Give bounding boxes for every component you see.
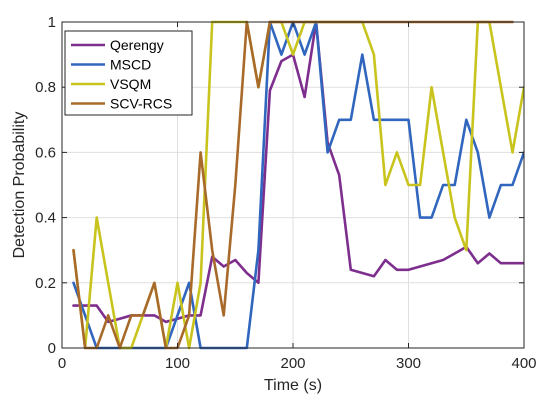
tick-labels: 0 100 200 300 400 0 0.2 0.4 0.6 0.8 1: [35, 14, 536, 372]
x-tick-label: 100: [165, 355, 190, 372]
y-axis-label: Detection Probability: [11, 112, 28, 259]
x-tick-label: 400: [511, 355, 536, 372]
y-tick-label: 0.4: [35, 210, 56, 227]
axis-ticks: [61, 21, 525, 349]
x-tick-label: 200: [280, 355, 305, 372]
legend-label-mscd: MSCD: [110, 57, 151, 73]
x-tick-label: 0: [58, 355, 66, 372]
x-axis-label: Time (s): [264, 377, 322, 394]
y-tick-label: 0.8: [35, 79, 56, 96]
x-tick-label: 300: [396, 355, 421, 372]
y-tick-label: 1: [48, 14, 56, 31]
y-tick-label: 0: [48, 340, 56, 357]
legend-label-vsqm: VSQM: [110, 76, 151, 92]
legend: Qerengy MSCD VSQM SCV-RCS: [64, 30, 193, 116]
y-tick-label: 0.6: [35, 144, 56, 161]
legend-label-scv-rcs: SCV-RCS: [110, 96, 172, 112]
series-line-qerengy: [72, 20, 524, 324]
y-tick-label: 0.2: [35, 275, 56, 292]
legend-label-qerengy: Qerengy: [110, 37, 164, 53]
